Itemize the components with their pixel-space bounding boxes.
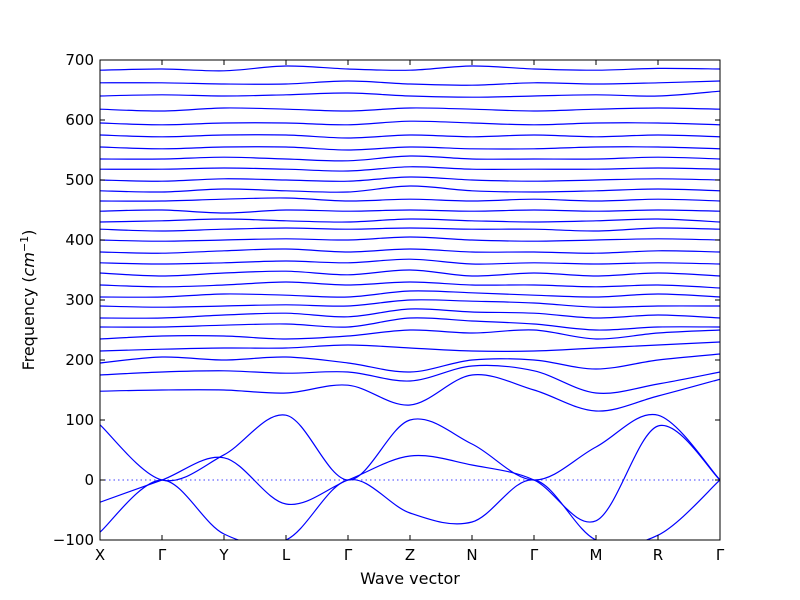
y-axis-label-open-paren: ( [19, 276, 38, 287]
x-tick-label: Γ [344, 546, 353, 564]
y-tick-label: −100 [53, 531, 94, 549]
y-tick-label: 700 [65, 51, 94, 69]
band-line-20 [100, 209, 720, 214]
x-axis-label: Wave vector [360, 569, 460, 588]
band-line-25 [100, 155, 720, 162]
y-axis-label-unit-exponent: −1 [18, 236, 31, 252]
band-line-30 [100, 90, 720, 98]
band-line-13 [100, 281, 720, 289]
x-tick-label: Γ [530, 546, 539, 564]
x-tick-label: N [466, 546, 477, 564]
band-line-6 [100, 353, 720, 373]
band-line-22 [100, 185, 720, 193]
band-line-19 [100, 218, 720, 223]
y-axis-label-main: Frequency [19, 288, 38, 371]
band-line-10 [100, 308, 720, 319]
band-line-23 [100, 176, 720, 182]
x-tick-label: R [653, 546, 663, 564]
x-tick-label: Γ [716, 546, 725, 564]
y-axis-label: Frequency (cm−1) [18, 230, 38, 371]
band-line-9 [100, 317, 720, 331]
y-axis-label-unit: cm [19, 252, 38, 276]
band-line-24 [100, 166, 720, 172]
x-tick-label: L [282, 546, 291, 564]
band-line-28 [100, 120, 720, 126]
band-line-27 [100, 134, 720, 139]
band-line-31 [100, 80, 720, 86]
x-tick-label: M [590, 546, 603, 564]
band-line-29 [100, 107, 720, 112]
y-tick-label: 600 [65, 111, 94, 129]
band-line-5 [100, 364, 720, 394]
y-tick-label: 0 [84, 471, 94, 489]
band-line-21 [100, 197, 720, 202]
band-line-8 [100, 329, 720, 340]
plot-area [100, 65, 720, 540]
x-tick-label: Y [218, 546, 229, 564]
band-line-3 [100, 413, 720, 482]
band-line-17 [100, 236, 720, 242]
x-tick-label: Z [405, 546, 415, 564]
band-line-7 [100, 341, 720, 352]
band-line-16 [100, 248, 720, 254]
band-line-14 [100, 269, 720, 277]
y-axis-ticks: −100 0 100 200 300 400 500 600 700 [53, 51, 720, 549]
y-tick-label: 300 [65, 291, 94, 309]
band-line-1 [100, 479, 720, 540]
band-line-11 [100, 299, 720, 308]
band-line-18 [100, 227, 720, 232]
y-axis-label-close-paren: ) [19, 230, 38, 236]
y-tick-label: 400 [65, 231, 94, 249]
x-tick-label: Γ [158, 546, 167, 564]
band-line-2 [100, 425, 720, 523]
band-line-32 [100, 65, 720, 72]
y-tick-label: 200 [65, 351, 94, 369]
y-tick-label: 100 [65, 411, 94, 429]
y-tick-label: 500 [65, 171, 94, 189]
band-line-15 [100, 258, 720, 265]
band-line-26 [100, 146, 720, 151]
band-line-4 [100, 374, 720, 412]
x-tick-label: X [95, 546, 105, 564]
band-series-group [100, 65, 720, 540]
band-line-12 [100, 290, 720, 298]
